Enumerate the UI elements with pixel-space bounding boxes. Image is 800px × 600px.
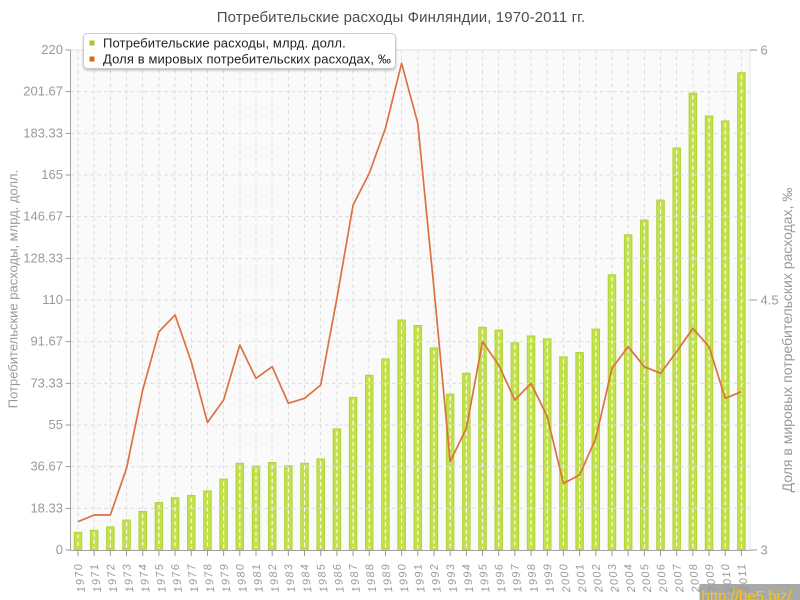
svg-text:1980: 1980 [234, 562, 250, 593]
svg-text:2006: 2006 [655, 562, 671, 594]
svg-text:2001: 2001 [574, 562, 590, 594]
svg-text:1971: 1971 [89, 562, 105, 593]
svg-text:2002: 2002 [590, 562, 606, 594]
svg-text:1986: 1986 [331, 562, 347, 593]
svg-text:2003: 2003 [606, 562, 622, 594]
svg-text:128.33: 128.33 [23, 250, 63, 265]
svg-text:Потребительские расходы, млрд.: Потребительские расходы, млрд. долл. [103, 36, 346, 51]
svg-text:1995: 1995 [477, 562, 493, 593]
svg-text:1977: 1977 [186, 562, 202, 593]
svg-text:1989: 1989 [380, 562, 396, 593]
svg-text:Потребительские расходы, млрд.: Потребительские расходы, млрд. долл. [6, 170, 21, 409]
svg-text:1998: 1998 [525, 562, 541, 593]
svg-text:1981: 1981 [250, 562, 266, 593]
svg-text:1996: 1996 [493, 562, 509, 593]
svg-text:1974: 1974 [137, 562, 153, 593]
svg-text:183.33: 183.33 [23, 125, 63, 140]
svg-text:1997: 1997 [509, 562, 525, 593]
svg-text:1970: 1970 [72, 562, 88, 593]
svg-text:1983: 1983 [283, 562, 299, 593]
svg-text:91.67: 91.67 [30, 334, 63, 349]
svg-text:Доля в мировых потребительских: Доля в мировых потребительских расходах,… [779, 188, 795, 493]
svg-text:1994: 1994 [461, 562, 477, 593]
svg-text:http://be5.biz/: http://be5.biz/ [702, 588, 793, 600]
svg-text:0: 0 [56, 542, 63, 557]
svg-text:201.67: 201.67 [23, 84, 63, 99]
svg-text:146.67: 146.67 [23, 209, 63, 224]
svg-text:4.5: 4.5 [761, 293, 779, 308]
svg-text:1993: 1993 [445, 562, 461, 593]
svg-text:1978: 1978 [202, 562, 218, 593]
svg-text:73.33: 73.33 [30, 375, 63, 390]
svg-text:1984: 1984 [299, 562, 315, 593]
svg-text:2000: 2000 [558, 562, 574, 594]
svg-text:1975: 1975 [153, 562, 169, 593]
svg-text:1991: 1991 [412, 562, 428, 593]
svg-text:18.33: 18.33 [30, 500, 63, 515]
svg-text:1988: 1988 [364, 562, 380, 593]
svg-text:1985: 1985 [315, 562, 331, 593]
svg-text:Потребительские расходы Финлян: Потребительские расходы Финляндии, 1970-… [217, 9, 585, 26]
svg-text:220: 220 [41, 42, 63, 57]
svg-text:1979: 1979 [218, 562, 234, 593]
svg-text:6: 6 [761, 43, 768, 58]
svg-text:1992: 1992 [428, 562, 444, 593]
svg-text:1972: 1972 [105, 562, 121, 593]
svg-text:3: 3 [761, 543, 768, 558]
svg-text:1973: 1973 [121, 562, 137, 593]
svg-text:2008: 2008 [687, 562, 703, 594]
svg-text:36.67: 36.67 [30, 459, 63, 474]
svg-text:Доля в мировых потребительских: Доля в мировых потребительских расходах,… [103, 52, 391, 67]
svg-text:2004: 2004 [623, 562, 639, 594]
svg-text:1976: 1976 [169, 562, 185, 593]
svg-text:1987: 1987 [347, 562, 363, 593]
svg-text:1990: 1990 [396, 562, 412, 593]
svg-text:55: 55 [49, 417, 63, 432]
svg-text:2007: 2007 [671, 562, 687, 594]
svg-text:165: 165 [41, 167, 63, 182]
svg-text:1982: 1982 [267, 562, 283, 593]
svg-text:110: 110 [42, 292, 63, 307]
svg-text:1999: 1999 [542, 562, 558, 593]
svg-text:2005: 2005 [639, 562, 655, 594]
